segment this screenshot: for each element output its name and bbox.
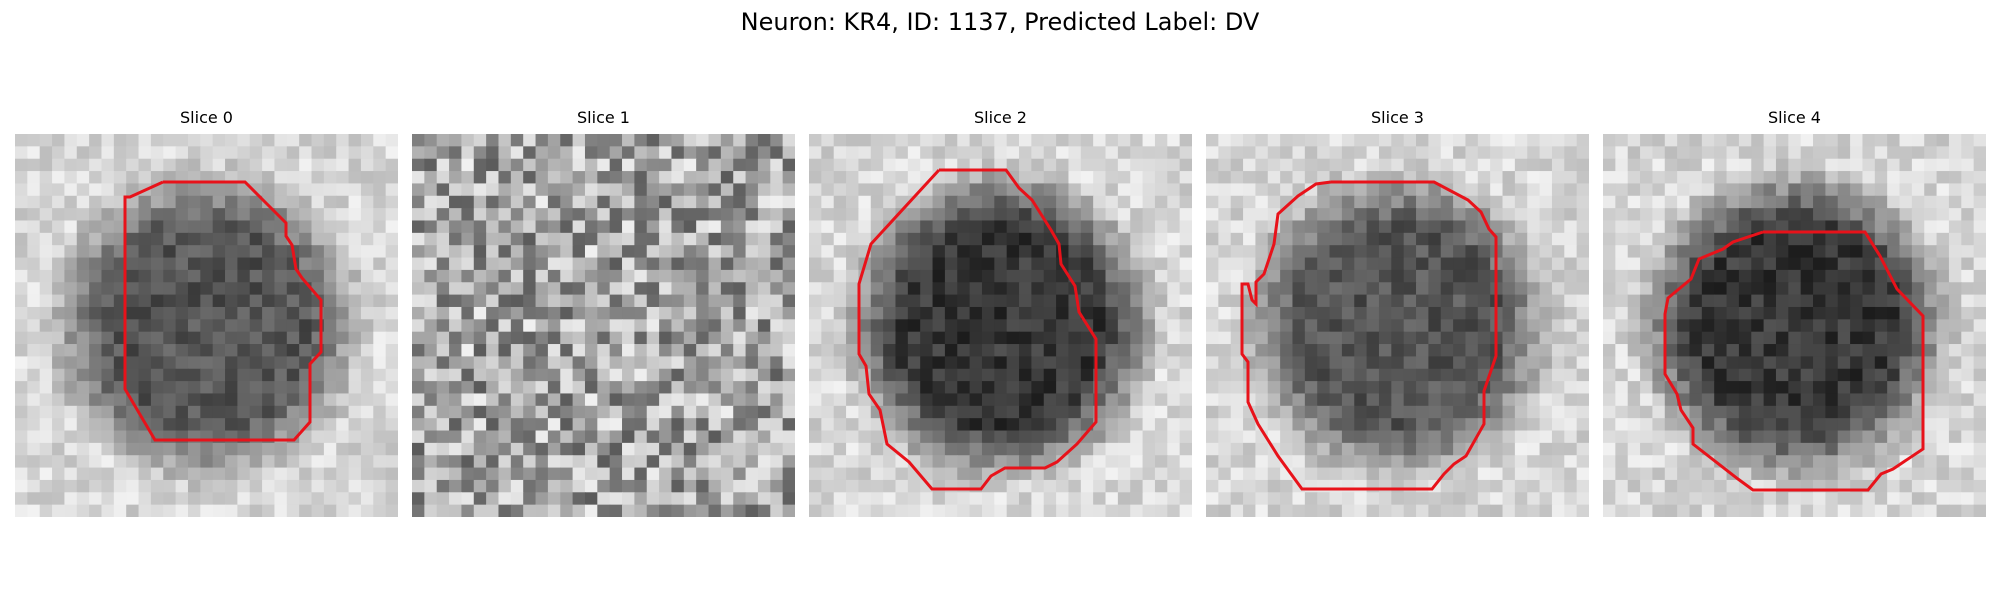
slice-image-4 xyxy=(1603,134,1986,517)
slice-title: Slice 3 xyxy=(1371,108,1424,127)
slice-title: Slice 0 xyxy=(180,108,233,127)
slice-title: Slice 1 xyxy=(577,108,630,127)
segmentation-contour xyxy=(857,168,1098,491)
slice-image-2 xyxy=(809,134,1192,517)
segmentation-contour xyxy=(123,180,323,442)
slice-image-3 xyxy=(1206,134,1589,517)
segmentation-contour xyxy=(1240,180,1498,491)
segmentation-contour xyxy=(1663,230,1925,492)
slice-title: Slice 2 xyxy=(974,108,1027,127)
slice-image-1 xyxy=(412,134,795,517)
slice-image-0 xyxy=(15,134,398,517)
slice-title: Slice 4 xyxy=(1768,108,1821,127)
figure-title: Neuron: KR4, ID: 1137, Predicted Label: … xyxy=(740,8,1260,36)
